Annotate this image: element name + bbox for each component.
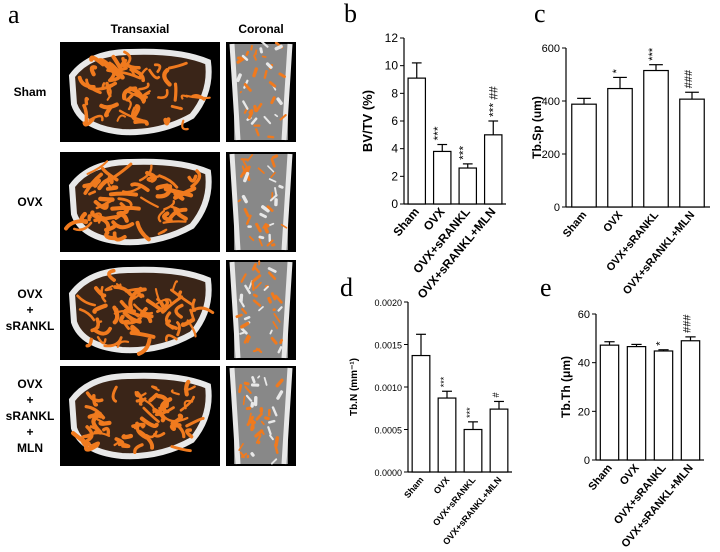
chart-b-bar xyxy=(407,77,427,205)
chart-e-significance-label: * xyxy=(655,341,667,346)
chart-d-significance-label: *** xyxy=(465,407,475,418)
chart-d-ytick-label: 0.0005 xyxy=(374,426,402,436)
chart-d-ytick-label: 0.0000 xyxy=(374,468,402,478)
chart-b-bar xyxy=(458,167,478,205)
chart-c-letter: c xyxy=(534,0,546,28)
chart-c-ytick-label: 0 xyxy=(554,202,560,214)
chart-c-category-label: Sham xyxy=(561,209,590,240)
chart-d-letter: d xyxy=(340,273,353,302)
chart-e-significance-label: ### xyxy=(682,314,694,333)
chart-b-letter: b xyxy=(344,0,357,28)
chart-d-significance-label: # xyxy=(491,392,501,397)
chart-b-ytick-label: 12 xyxy=(385,31,399,45)
chart-d-significance-label: *** xyxy=(439,376,449,387)
transaxial-image-3 xyxy=(60,260,220,360)
row-label-4: OVX + sRANKL + MLN xyxy=(5,377,55,455)
chart-e-ytick-label: 20 xyxy=(578,406,590,418)
chart-c-category-label: OVX+sRANKL+MLN xyxy=(621,209,697,297)
coronal-image-2 xyxy=(226,152,296,252)
chart-d-ylabel: Tb.N (mm⁻¹) xyxy=(349,358,360,416)
chart-e-ytick-label: 0 xyxy=(584,455,590,467)
chart-e-ytick-label: 40 xyxy=(578,358,590,370)
column-header-transaxial: Transaxial xyxy=(110,22,170,36)
chart-e-bar xyxy=(599,344,620,461)
transaxial-image-1 xyxy=(60,42,220,142)
chart-d-bar xyxy=(437,397,457,473)
transaxial-image-4 xyxy=(60,366,220,466)
coronal-image-1 xyxy=(226,42,296,142)
chart-c-ytick-label: 200 xyxy=(542,149,560,161)
chart-e-category-label: OVX xyxy=(618,462,643,488)
chart-b-ytick-label: 2 xyxy=(391,169,398,183)
chart-d-bar xyxy=(463,428,483,473)
chart-b-ytick-label: 10 xyxy=(385,59,399,73)
chart-d-category-label: Sham xyxy=(402,475,425,500)
chart-c-bar xyxy=(571,103,597,208)
transaxial-image-2 xyxy=(60,152,220,252)
chart-c-ylabel: Tb.Sp (um) xyxy=(530,96,544,159)
chart-e-bar xyxy=(626,346,647,461)
chart-e-category-label: Sham xyxy=(586,462,615,493)
chart-d-ytick-label: 0.0010 xyxy=(374,383,402,393)
chart-c-significance-label: *** xyxy=(647,47,659,61)
chart-c-significance-label: * xyxy=(611,68,623,73)
chart-c-category-label: OVX xyxy=(601,209,626,235)
row-label-1: Sham xyxy=(13,85,47,99)
chart-b-bar xyxy=(432,150,452,205)
chart-d-bar xyxy=(489,408,509,473)
coronal-image-3 xyxy=(226,260,296,360)
column-header-coronal: Coronal xyxy=(238,22,284,36)
chart-c-significance-label: ### xyxy=(683,69,695,88)
chart-c-ytick-label: 600 xyxy=(542,43,560,55)
chart-b-significance-label: *** ## xyxy=(486,86,500,117)
chart-e-ylabel: Tb.Th (μm) xyxy=(559,356,573,418)
chart-d-bar xyxy=(411,354,431,473)
chart-e-bar xyxy=(680,340,701,461)
chart-b-significance-label: *** xyxy=(431,126,445,140)
chart-b-ylabel: BV/TV (%) xyxy=(360,90,375,152)
chart-e-letter: e xyxy=(540,273,552,302)
row-label-3: OVX + sRANKL xyxy=(5,287,55,333)
chart-d-category-label: OVX xyxy=(432,475,452,496)
chart-c-bar xyxy=(607,87,633,208)
chart-c-ytick-label: 400 xyxy=(542,96,560,108)
chart-b-ytick-label: 6 xyxy=(391,114,398,128)
coronal-image-4 xyxy=(226,366,296,466)
chart-b-ytick-label: 0 xyxy=(391,197,398,211)
chart-c-bar xyxy=(679,98,705,208)
chart-b-ytick-label: 4 xyxy=(391,142,398,156)
chart-e-bar xyxy=(653,350,674,461)
chart-b-significance-label: *** xyxy=(457,146,471,160)
chart-b-bar xyxy=(483,134,503,205)
chart-d-ytick-label: 0.0020 xyxy=(374,298,402,308)
chart-c-bar xyxy=(643,69,669,208)
chart-e-ytick-label: 60 xyxy=(578,309,590,321)
chart-b-ytick-label: 8 xyxy=(391,86,398,100)
row-label-2: OVX xyxy=(17,195,43,209)
panel-a-letter: a xyxy=(8,0,20,29)
chart-d-ytick-label: 0.0015 xyxy=(374,341,402,351)
